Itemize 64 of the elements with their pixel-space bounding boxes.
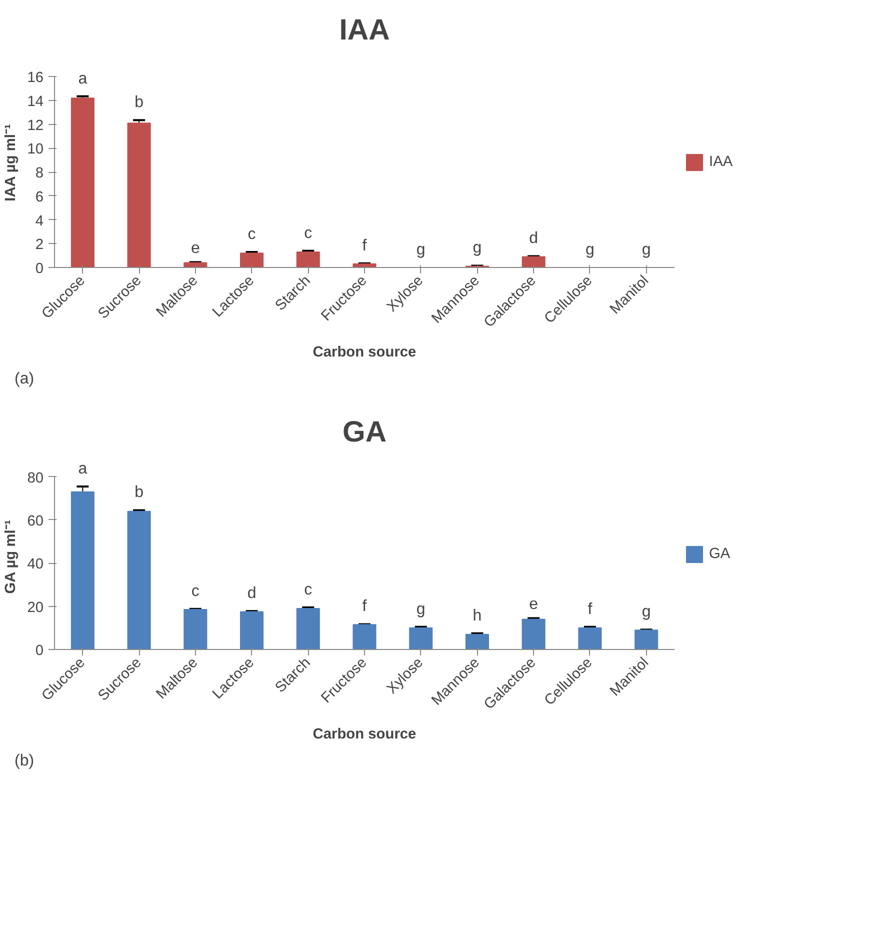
y-tick-label: 60 (27, 513, 44, 530)
bar (296, 251, 320, 268)
data-label: c (304, 224, 312, 242)
data-label: d (529, 230, 538, 248)
data-label: f (362, 237, 368, 254)
y-tick-label: 6 (35, 189, 44, 206)
data-label: b (134, 94, 144, 112)
y-tick-label: 14 (27, 94, 44, 110)
y-tick-label: 12 (27, 118, 44, 134)
text: (b) (14, 752, 34, 770)
bar (634, 630, 658, 650)
y-axis-title: GA µg ml⁻¹ (3, 520, 20, 594)
bar (522, 256, 546, 268)
bar (352, 624, 376, 650)
bar (184, 262, 208, 268)
bar (578, 627, 602, 650)
data-label: h (472, 607, 482, 624)
y-tick-label: 4 (35, 213, 44, 230)
x-axis-title: Carbon source (312, 726, 416, 742)
chart-title: IAA (339, 14, 390, 46)
bar (296, 608, 320, 650)
bar (127, 510, 151, 650)
chart-title: GA (342, 416, 387, 448)
data-label: d (247, 585, 256, 602)
data-label: f (588, 600, 593, 618)
y-tick-label: 0 (35, 643, 44, 659)
x-axis-title: Carbon source (312, 344, 416, 360)
data-label: g (586, 242, 594, 258)
bar (409, 627, 433, 650)
data-label: g (472, 240, 482, 257)
data-label: c (248, 226, 256, 243)
data-label: g (416, 242, 426, 258)
y-tick-label: 8 (35, 166, 44, 182)
data-label: c (191, 582, 200, 600)
legend-label: IAA (709, 154, 733, 170)
bar (352, 263, 376, 268)
y-tick-label: 0 (35, 261, 44, 277)
bar (70, 98, 94, 268)
bar (240, 252, 264, 268)
y-tick-label: 20 (27, 600, 44, 616)
y-tick-label: 10 (27, 142, 44, 158)
y-tick-label: 80 (27, 470, 44, 486)
data-label: a (78, 70, 88, 88)
bar (184, 609, 208, 650)
bar (522, 618, 546, 650)
text: (a) (14, 370, 34, 388)
y-axis-title: IAA µg ml⁻¹ (3, 124, 20, 202)
bar (127, 122, 151, 268)
y-tick-label: 40 (27, 556, 44, 573)
data-label: e (529, 596, 538, 614)
data-label: b (134, 484, 144, 502)
data-label: e (190, 240, 200, 258)
legend-label: GA (709, 546, 730, 562)
data-label: f (362, 598, 368, 616)
y-tick-label: 2 (35, 237, 44, 254)
data-label: a (78, 460, 88, 478)
bar (240, 611, 264, 650)
data-label: c (304, 581, 312, 598)
data-label: g (642, 604, 651, 621)
data-label: g (416, 600, 426, 618)
bar (70, 491, 94, 650)
bar (465, 634, 489, 650)
y-tick-label: 16 (27, 70, 44, 86)
data-label: g (642, 242, 651, 258)
